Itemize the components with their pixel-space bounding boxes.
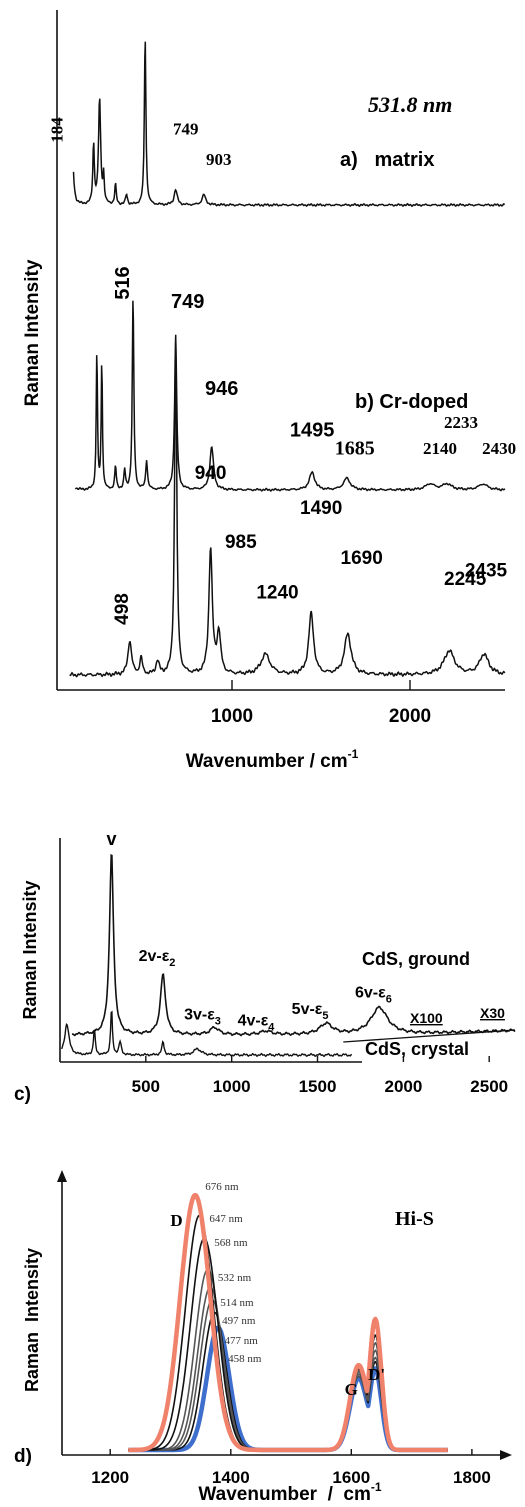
p3-x-tick-label-1800: 1800 [453, 1468, 491, 1487]
p3-trace-0 [127, 1192, 449, 1453]
series-label-cds-crystal: CdS, crystal [365, 1039, 469, 1059]
p2-trace-ground [71, 854, 516, 1037]
p2-y-axis-label: Raman Intensity [20, 880, 40, 1019]
p3-labels: 676 nm 647 nm 568 nm 532 nm 514 nm 497 nm 477 … [170, 1181, 385, 1399]
p2-peak-labels: v 2v-ε2 3v-ε3 4v-ε4 5v-ε5 6v-ε6 [106, 829, 391, 1033]
p2-peak-label-main-1: 2v-ε [139, 948, 170, 965]
p1-peak-label-1-1: 749 [171, 291, 204, 313]
p2-peak-label-sub-2: 3 [215, 1016, 221, 1028]
p3-wavelength-label-7: 458 nm [228, 1353, 262, 1365]
p1-peak-label-2-2: 940 [195, 463, 227, 484]
p1-peak-label-2-8: 2435 [465, 561, 508, 582]
panel-d-hi-s: 1200 1400 1600 1800 Raman Intensity d) Hi-S… [14, 1170, 512, 1505]
p1-peak-label-1-5: 2140 [423, 439, 457, 458]
p1-peak-label-0-1: 333 [81, 0, 107, 4]
panel-label-d: d) [14, 1446, 32, 1467]
p3-traces [127, 1192, 449, 1453]
p2-peak-label-sub-5: 6 [386, 994, 392, 1006]
p3-wavelength-label-5: 497 nm [222, 1315, 256, 1327]
excitation-label: 531.8 nm [368, 92, 452, 117]
p3-wavelength-label-2: 568 nm [214, 1237, 248, 1249]
p3-x-axis-label-main: Wavenumber / cm [198, 1484, 370, 1505]
p1-peak-label-0-0: 184 [47, 117, 66, 143]
p2-peak-label-main-5: 6v-ε [355, 985, 386, 1002]
p2-peak-label-1: 2v-ε2 [139, 948, 176, 969]
p2-peak-label-2: 3v-ε3 [184, 1007, 221, 1028]
p3-x-tick-label-1400: 1400 [212, 1468, 250, 1487]
panel-label-c: c) [14, 1084, 31, 1105]
p2-traces [61, 854, 516, 1058]
p3-wavelength-label-6: 477 nm [225, 1335, 259, 1347]
p1-x-axis-label-main: Wavenumber / cm [186, 751, 348, 772]
p3-x-axis-arrow [500, 1450, 512, 1460]
p3-x-tick-label-1600: 1600 [332, 1468, 370, 1487]
p3-wavelength-label-3: 532 nm [218, 1272, 252, 1284]
p1-peak-label-2-5: 1490 [300, 498, 342, 519]
series-label-cds-ground: CdS, ground [362, 949, 470, 969]
p3-title: Hi-S [395, 1208, 434, 1230]
p2-peak-label-main-3: 4v-ε [238, 1012, 269, 1029]
p2-peak-label-3: 4v-ε4 [238, 1012, 276, 1033]
p2-peak-label-4: 5v-ε5 [292, 1001, 329, 1022]
p2-x-tick-label-500: 500 [132, 1077, 160, 1096]
p2-peak-label-main-4: 5v-ε [292, 1001, 323, 1018]
p3-x-axis-label: Wavenumber / cm-1 [198, 1480, 381, 1505]
p2-peak-label-main-2: 3v-ε [184, 1007, 215, 1024]
series-label-matrix: a) matrix [340, 149, 434, 171]
p3-x-axis-label-sup: -1 [371, 1480, 382, 1494]
p1-peak-label-1-7: 2430 [482, 439, 516, 458]
p1-peak-label-1-2: 946 [205, 378, 238, 400]
p1-x-axis-label: Wavenumber / cm-1 [186, 747, 359, 772]
p2-peak-label-0: v [106, 829, 116, 849]
p2-trace-crystal [61, 1010, 353, 1058]
panel-abc-spectra: 1000 2000 Wavenumber / cm-1 Raman Intens… [22, 0, 516, 772]
p2-peak-label-sub-3: 4 [268, 1021, 275, 1033]
p2-peak-label-sub-4: 5 [322, 1010, 328, 1022]
p2-x-ticks: 500 1000 1500 2000 2500 [132, 1056, 508, 1096]
panel-c-cds: 500 1000 1500 2000 2500 Raman Intensity c) C… [14, 829, 516, 1105]
series-label-cr-doped: b) Cr-doped [355, 391, 468, 413]
p1-peak-label-2-6: 1690 [341, 548, 383, 569]
p1-peak-label-1-4: 1685 [335, 437, 375, 459]
p3-wavelength-label-4: 514 nm [220, 1297, 254, 1309]
p1-peak-label-2-7: 2245 [444, 569, 487, 590]
p2-trace-crystal-x30 [343, 1029, 516, 1043]
p1-peak-label-0-3: 749 [173, 120, 199, 139]
p2-peak-label-sub-1: 2 [169, 957, 175, 969]
p3-band-label-0: D [170, 1211, 182, 1230]
p3-band-label-1: G [345, 1380, 358, 1399]
p1-peak-labels: 1843335827499035167499461495168521402233… [47, 0, 516, 625]
p3-band-label-2: D' [368, 1365, 385, 1384]
p1-peak-label-1-6: 2233 [444, 413, 478, 432]
p3-x-ticks: 1200 1400 1600 1800 [91, 1449, 491, 1487]
p3-y-axis-label: Raman Intensity [22, 1248, 42, 1392]
p3-wavelength-label-0: 676 nm [205, 1181, 239, 1193]
p1-trace-1 [74, 300, 506, 492]
p1-peak-label-1-3: 1495 [290, 419, 335, 441]
p3-y-axis-arrow [57, 1170, 67, 1182]
p1-y-axis-label: Raman Intensity [22, 259, 43, 406]
p1-peak-label-1-0: 516 [112, 266, 134, 299]
p2-x-tick-label-2500: 2500 [470, 1077, 508, 1096]
p1-peak-label-2-3: 985 [225, 532, 257, 553]
p2-x-tick-label-1500: 1500 [299, 1077, 337, 1096]
p1-traces [69, 41, 506, 678]
p2-x-tick-label-2000: 2000 [384, 1077, 422, 1096]
p2-x-tick-label-1000: 1000 [213, 1077, 251, 1096]
p1-x-tick-label-1000: 1000 [211, 706, 253, 727]
p1-peak-label-2-4: 1240 [256, 583, 298, 604]
scale-label-x30: X30 [480, 1005, 505, 1021]
p1-trace-0 [72, 41, 506, 208]
p1-peak-label-2-0: 498 [112, 593, 133, 625]
scale-label-x100: X100 [410, 1010, 443, 1026]
p2-peak-label-5: 6v-ε6 [355, 985, 392, 1006]
p1-peak-label-0-4: 903 [206, 150, 232, 169]
p1-x-tick-label-2000: 2000 [389, 706, 431, 727]
p1-x-axis-label-sup: -1 [348, 747, 359, 761]
p1-trace-2 [69, 334, 506, 678]
p3-x-tick-label-1200: 1200 [91, 1468, 129, 1487]
p3-wavelength-label-1: 647 nm [209, 1213, 243, 1225]
